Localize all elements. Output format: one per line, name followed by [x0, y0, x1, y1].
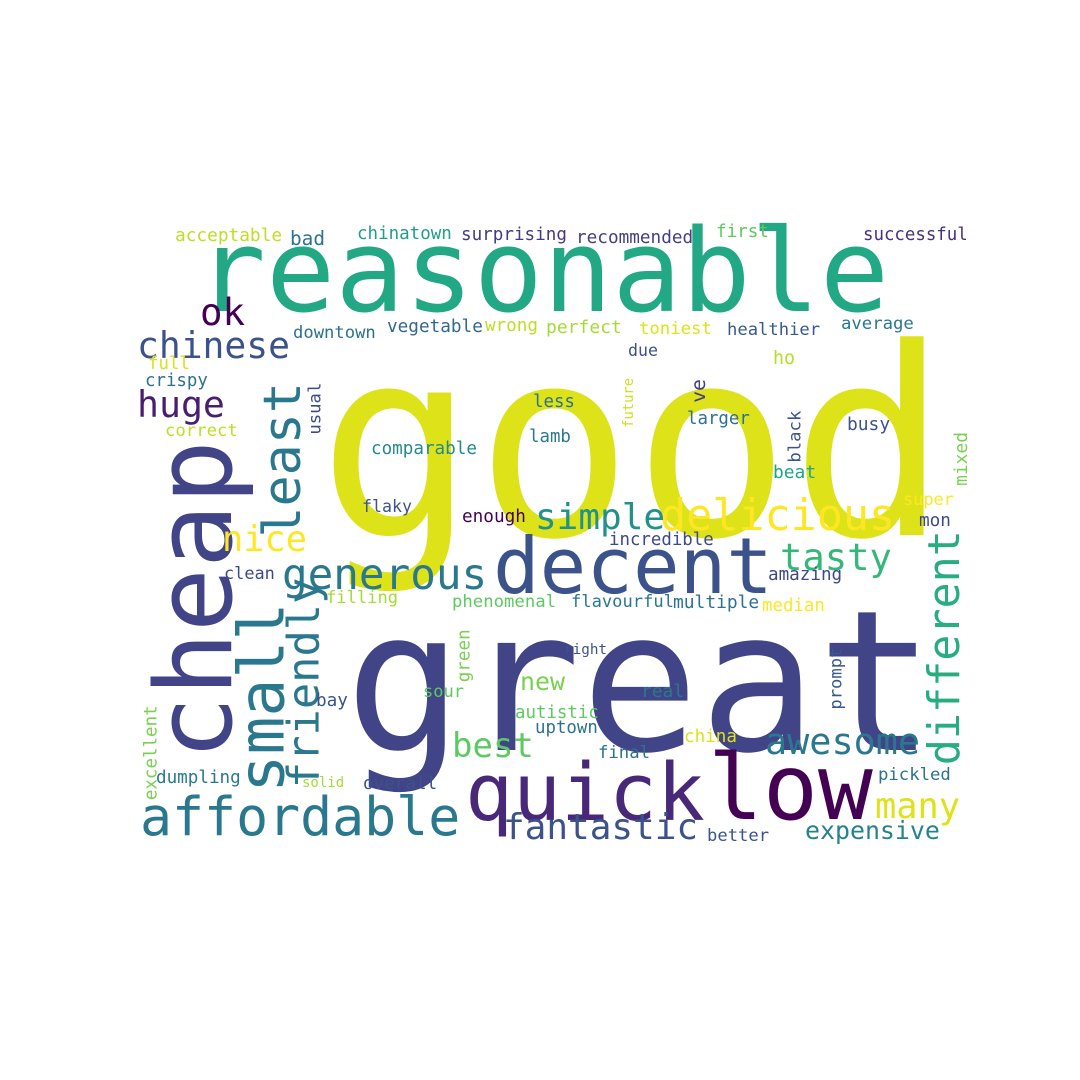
word-sour: sour	[423, 681, 464, 702]
word-super: super	[903, 488, 954, 509]
word-comparable: comparable	[371, 439, 477, 460]
word-best: best	[452, 726, 534, 766]
word-delicious: delicious	[660, 491, 896, 542]
word-expensive: expensive	[805, 816, 940, 845]
word-fantastic: fantastic	[503, 807, 699, 848]
word-successful: successful	[863, 225, 968, 246]
word-low: low	[708, 733, 873, 841]
word-simple: simple	[535, 497, 666, 538]
word-mixed: mixed	[950, 432, 972, 486]
word-lamb: lamb	[529, 427, 571, 448]
word-green: green	[454, 629, 475, 682]
word-flaky: flaky	[362, 496, 412, 516]
word-enough: enough	[462, 507, 526, 528]
word-dumpling: dumpling	[156, 767, 241, 788]
word-chinatown: chinatown	[357, 224, 452, 245]
word-chinese: chinese	[137, 323, 290, 367]
word-wrong: wrong	[485, 315, 538, 336]
word-future: future	[621, 378, 638, 428]
word-huge: huge	[137, 382, 225, 426]
word-different: different	[919, 529, 970, 766]
word-due: due	[628, 340, 658, 360]
word-mon: mon	[919, 511, 951, 532]
word-black: black	[785, 411, 806, 464]
word-pickled: pickled	[878, 764, 951, 785]
word-tasty: tasty	[780, 535, 892, 580]
word-good: good	[318, 292, 948, 598]
word-quick: quick	[465, 745, 705, 839]
word-better: better	[707, 825, 770, 846]
word-beat: beat	[773, 462, 817, 484]
word-toniest: toniest	[639, 318, 712, 339]
word-full: full	[148, 354, 190, 375]
word-crispy: crispy	[145, 370, 208, 391]
word-clean: clean	[224, 562, 275, 583]
word-uptown: uptown	[535, 718, 598, 739]
word-right: right	[564, 641, 608, 658]
word-china: china	[684, 727, 737, 748]
word-first: first	[716, 222, 769, 243]
word-healthier: healthier	[727, 319, 821, 340]
word-perfect: perfect	[546, 317, 622, 338]
word-bad: bad	[290, 227, 326, 251]
word-awesome: awesome	[765, 720, 921, 764]
word-nice: nice	[222, 519, 308, 561]
word-friendly: friendly	[278, 577, 330, 788]
word-overall: overall	[363, 773, 438, 794]
word-decent: decent	[493, 521, 773, 612]
word-final: final	[598, 742, 651, 763]
word-great: great	[345, 568, 936, 797]
word-many: many	[875, 785, 961, 827]
word-ho: ho	[773, 347, 796, 369]
word-larger: larger	[687, 408, 750, 429]
word-correct: correct	[165, 421, 238, 442]
word-least: least	[252, 382, 313, 538]
word-real: real	[641, 680, 685, 702]
word-prompt: prompt	[826, 647, 847, 711]
word-autistic: autistic	[515, 703, 599, 724]
word-flavourful: flavourful	[571, 592, 674, 613]
word-phenomenal: phenomenal	[452, 592, 557, 613]
word-multiple: multiple	[673, 592, 760, 614]
word-vegetable: vegetable	[387, 317, 483, 338]
word-usual: usual	[305, 383, 326, 436]
word-downtown: downtown	[293, 323, 376, 344]
word-bay: bay	[316, 691, 348, 712]
word-ve: ve	[687, 378, 711, 403]
word-filling: filling	[326, 587, 399, 608]
word-ok: ok	[200, 289, 246, 334]
word-less: less	[533, 392, 575, 413]
word-acceptable: acceptable	[175, 225, 283, 247]
word-new: new	[520, 667, 565, 696]
word-incredible: incredible	[609, 529, 714, 550]
word-busy: busy	[847, 414, 891, 436]
word-average: average	[841, 314, 914, 335]
word-amazing: amazing	[768, 565, 843, 586]
word-reasonable: reasonable	[196, 204, 890, 339]
word-solid: solid	[302, 775, 345, 791]
word-median: median	[762, 596, 825, 617]
word-generous: generous	[282, 550, 488, 601]
word-affordable: affordable	[140, 785, 461, 848]
word-surprising: surprising	[461, 224, 567, 245]
word-recommended: recommended	[576, 227, 694, 248]
